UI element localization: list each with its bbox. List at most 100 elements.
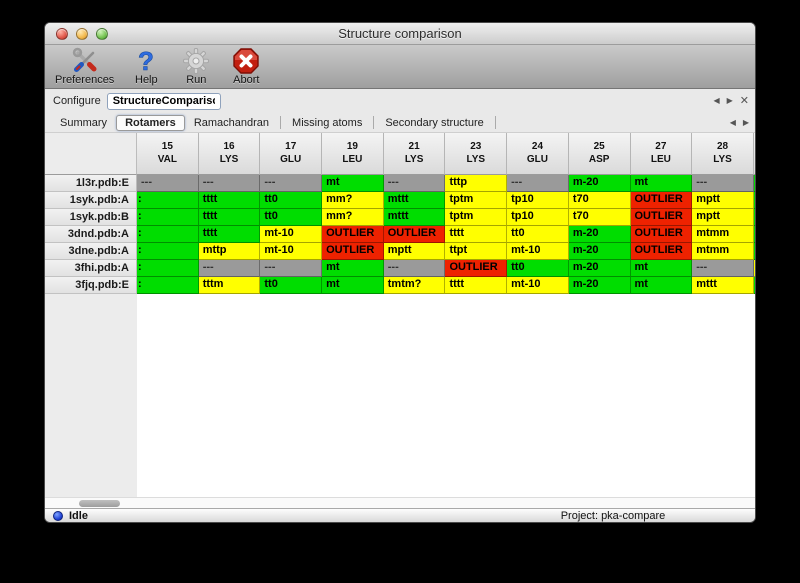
rotamer-cell[interactable]: tttm xyxy=(198,277,261,294)
rotamer-cell[interactable]: ttpt xyxy=(445,243,508,260)
abort-button[interactable]: Abort xyxy=(224,47,268,86)
scrollbar-thumb[interactable] xyxy=(79,500,120,507)
rotamer-cell[interactable]: tmtm? xyxy=(383,277,446,294)
rotamer-cell[interactable]: --- xyxy=(383,260,446,277)
rotamer-cell[interactable]: : xyxy=(137,226,199,243)
rotamer-cell[interactable]: tttt xyxy=(198,209,261,226)
rotamer-cell[interactable]: mttt xyxy=(692,277,754,294)
rotamer-cell[interactable]: m-20 xyxy=(568,175,631,192)
rotamer-cell[interactable]: mt xyxy=(630,277,693,294)
rotamer-cell[interactable]: mt xyxy=(322,277,384,294)
rotamer-cell[interactable]: : xyxy=(137,260,199,277)
row-label[interactable]: 3fjq.pdb:E xyxy=(45,277,137,294)
row-label[interactable]: 3dne.pdb:A xyxy=(45,243,137,260)
column-header-28[interactable]: 28 LYS xyxy=(692,133,754,175)
prev-config-icon[interactable]: ◀ xyxy=(713,96,720,105)
rotamer-cell[interactable]: --- xyxy=(507,175,569,192)
column-header-16[interactable]: 16 LYS xyxy=(198,133,261,175)
row-label[interactable]: 3dnd.pdb:A xyxy=(45,226,137,243)
rotamer-cell[interactable]: OUTLIER xyxy=(445,260,508,277)
close-window-button[interactable] xyxy=(56,28,68,40)
column-header-19[interactable]: 19 LEU xyxy=(322,133,384,175)
rotamer-cell[interactable]: OUTLIER xyxy=(630,226,693,243)
rotamer-cell[interactable]: tt0 xyxy=(260,192,323,209)
rotamer-cell[interactable]: mm? xyxy=(322,192,384,209)
rotamer-cell[interactable]: mtmm xyxy=(692,226,754,243)
rotamer-cell[interactable]: mptt xyxy=(692,209,754,226)
rotamer-cell[interactable]: tt0 xyxy=(260,277,323,294)
minimize-window-button[interactable] xyxy=(76,28,88,40)
tab-rotamers[interactable]: Rotamers xyxy=(116,114,185,131)
help-button[interactable]: ? Help xyxy=(124,46,168,86)
rotamer-cell[interactable]: mttt xyxy=(383,192,446,209)
rotamer-cell[interactable]: --- xyxy=(260,175,323,192)
close-config-icon[interactable]: ✕ xyxy=(739,95,749,107)
rotamer-cell[interactable]: OUTLIER xyxy=(630,243,693,260)
rotamer-cell[interactable]: OUTLIER xyxy=(630,209,693,226)
tab-ramachandran[interactable]: Ramachandran xyxy=(193,116,270,129)
rotamer-cell[interactable]: OUTLIER xyxy=(322,243,384,260)
rotamer-cell[interactable]: tptm xyxy=(445,209,508,226)
rotamer-cell[interactable]: tttp xyxy=(445,175,508,192)
rotamer-cell[interactable]: mtmm xyxy=(692,243,754,260)
rotamer-cell[interactable]: --- xyxy=(692,260,754,277)
rotamer-cell[interactable]: tttt xyxy=(445,277,508,294)
rotamer-cell[interactable]: mptt xyxy=(692,192,754,209)
next-config-icon[interactable]: ▶ xyxy=(726,96,733,105)
configuration-name-field[interactable] xyxy=(106,92,221,110)
rotamer-cell[interactable]: : xyxy=(137,277,199,294)
rotamer-cell[interactable]: --- xyxy=(692,175,754,192)
rotamer-cell[interactable]: OUTLIER xyxy=(383,226,446,243)
rotamer-cell[interactable]: t70 xyxy=(568,192,631,209)
next-tab-icon[interactable]: ▶ xyxy=(742,117,749,127)
rotamer-cell[interactable]: OUTLIER xyxy=(630,192,693,209)
row-label[interactable]: 1syk.pdb:B xyxy=(45,209,137,226)
column-header-15[interactable]: 15 VAL xyxy=(137,133,199,175)
rotamer-cell[interactable]: mt-10 xyxy=(507,277,569,294)
column-header-23[interactable]: 23 LYS xyxy=(445,133,508,175)
rotamer-cell[interactable]: --- xyxy=(137,175,199,192)
rotamer-cell[interactable]: tt0 xyxy=(260,209,323,226)
rotamer-cell[interactable]: tptm xyxy=(445,192,508,209)
prev-tab-icon[interactable]: ◀ xyxy=(729,117,736,127)
rotamer-cell[interactable]: : xyxy=(137,243,199,260)
rotamer-cell[interactable]: mt xyxy=(322,260,384,277)
rotamer-cell[interactable]: tttt xyxy=(198,192,261,209)
rotamer-cell[interactable]: --- xyxy=(198,260,261,277)
rotamer-cell[interactable]: tttt xyxy=(198,226,261,243)
rotamer-cell[interactable]: mt-10 xyxy=(507,243,569,260)
rotamer-cell[interactable]: : xyxy=(137,192,199,209)
rotamer-cell[interactable]: --- xyxy=(260,260,323,277)
row-label[interactable]: 1syk.pdb:A xyxy=(45,192,137,209)
rotamer-cell[interactable]: tt0 xyxy=(507,226,569,243)
tab-missing-atoms[interactable]: Missing atoms xyxy=(292,116,363,129)
column-header-17[interactable]: 17 GLU xyxy=(260,133,323,175)
column-header-21[interactable]: 21 LYS xyxy=(383,133,446,175)
column-header-27[interactable]: 27 LEU xyxy=(630,133,693,175)
rotamer-cell[interactable]: OUTLIER xyxy=(322,226,384,243)
rotamer-cell[interactable]: m-20 xyxy=(568,243,631,260)
preferences-button[interactable]: Preferences xyxy=(51,47,118,86)
rotamer-cell[interactable]: tt0 xyxy=(507,260,569,277)
column-header-25[interactable]: 25 ASP xyxy=(568,133,631,175)
run-button[interactable]: Run xyxy=(174,47,218,86)
zoom-window-button[interactable] xyxy=(96,28,108,40)
row-label[interactable]: 3fhi.pdb:A xyxy=(45,260,137,277)
rotamer-cell[interactable]: : xyxy=(137,209,199,226)
tab-secondary-structure[interactable]: Secondary structure xyxy=(385,116,484,129)
row-label[interactable]: 1l3r.pdb:E xyxy=(45,175,137,192)
rotamer-cell[interactable]: mt xyxy=(322,175,384,192)
rotamer-cell[interactable]: m-20 xyxy=(568,260,631,277)
rotamer-cell[interactable]: mm? xyxy=(322,209,384,226)
rotamer-cell[interactable]: --- xyxy=(198,175,261,192)
column-header-24[interactable]: 24 GLU xyxy=(507,133,569,175)
horizontal-scrollbar[interactable] xyxy=(45,497,755,508)
rotamer-cell[interactable]: mt-10 xyxy=(260,243,323,260)
rotamer-cell[interactable]: mt xyxy=(630,175,693,192)
rotamer-cell[interactable]: tp10 xyxy=(507,192,569,209)
tab-summary[interactable]: Summary xyxy=(60,116,108,129)
rotamer-cell[interactable]: mt-10 xyxy=(260,226,323,243)
rotamer-cell[interactable]: t70 xyxy=(568,209,631,226)
rotamer-cell[interactable]: tttt xyxy=(445,226,508,243)
rotamer-cell[interactable]: tp10 xyxy=(507,209,569,226)
